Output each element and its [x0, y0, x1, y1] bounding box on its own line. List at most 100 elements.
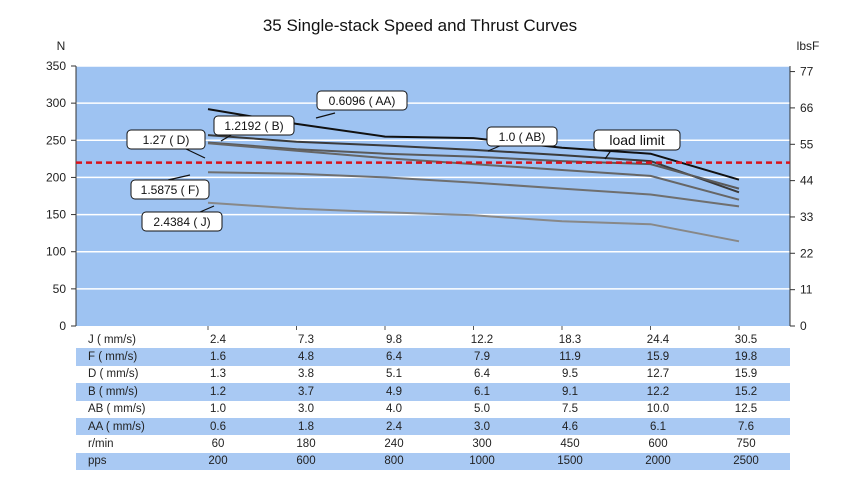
y-left-tick-label: 250 [46, 133, 66, 147]
speed-thrust-chart: 35 Single-stack Speed and Thrust Curves N… [46, 16, 820, 330]
y-axis-left-label: N [57, 39, 66, 53]
table-cell: 240 [384, 438, 404, 451]
load-limit-label: load limit [609, 132, 664, 148]
y-left-tick-label: 350 [46, 59, 66, 73]
callout-box-5 [141, 211, 223, 232]
table-cell: 30.5 [734, 333, 758, 346]
callout-label-4: 1.5875 ( F) [141, 183, 200, 197]
table-cell: 5.0 [474, 403, 490, 416]
y-right-tick-label: 11 [800, 283, 813, 297]
callout-label-1: 1.2192 ( B) [224, 119, 283, 133]
table-cell: 4.0 [386, 403, 402, 416]
series-line-0 [207, 108, 740, 181]
table-cell: 2.4 [210, 333, 226, 346]
table-cell: 6.4 [474, 368, 490, 381]
table-row: F ( mm/s) 1.6 4.8 6.4 7.9 11.9 15.9 19.8 [76, 348, 790, 366]
table-cell: 1500 [526, 452, 614, 471]
y-left-tick-label: 200 [46, 170, 66, 184]
table-cell: 1.0 [210, 403, 226, 416]
table-cell: 12.7 [646, 368, 670, 381]
table-cell: 3.0 [298, 403, 314, 416]
table-cell: 1.8 [262, 417, 350, 436]
series-line-4 [207, 171, 740, 208]
callout-box-4 [130, 179, 210, 200]
table-cell: 15.9 [734, 368, 758, 381]
table-cell: 2000 [614, 452, 702, 471]
row-label: AB ( mm/s) [88, 403, 146, 416]
table-cell: 11.9 [526, 348, 614, 366]
table-cell: 9.5 [562, 368, 578, 381]
table-cell: 200 [174, 452, 262, 471]
speed-table: J ( mm/s) 2.4 7.3 9.8 12.2 18.3 24.4 30.5 F ( mm… [76, 331, 790, 471]
callout-label-5: 2.4384 ( J) [153, 215, 210, 229]
row-label: pps [76, 452, 174, 471]
table-cell: 60 [211, 438, 225, 451]
series-line-2 [207, 141, 740, 190]
table-row: D ( mm/s) 1.3 3.8 5.1 6.4 9.5 12.7 15.9 [76, 366, 790, 383]
table-cell: 12.2 [614, 383, 702, 401]
series-line-3 [207, 142, 740, 201]
row-label: D ( mm/s) [88, 368, 139, 381]
table-cell: 3.0 [438, 417, 526, 436]
table-cell: 10.0 [646, 403, 670, 416]
table-cell: 9.1 [526, 383, 614, 401]
table-cell: 3.8 [298, 368, 314, 381]
y-left-tick-label: 100 [46, 245, 66, 259]
table-cell: 0.6 [174, 417, 262, 436]
table-row: J ( mm/s) 2.4 7.3 9.8 12.2 18.3 24.4 30.5 [76, 331, 790, 348]
table-cell: 7.3 [298, 333, 314, 346]
y-left-tick-label: 0 [59, 319, 66, 330]
row-label: F ( mm/s) [76, 348, 174, 366]
table-cell: 4.8 [262, 348, 350, 366]
table-cell: 12.5 [734, 403, 758, 416]
series-line-1 [207, 134, 740, 194]
callout-box-3 [126, 129, 206, 150]
table-cell: 1.3 [210, 368, 226, 381]
y-left-tick-label: 50 [53, 282, 67, 296]
table-cell: 450 [560, 438, 580, 451]
table-row: AB ( mm/s) 1.0 3.0 4.0 5.0 7.5 10.0 12.5 [76, 401, 790, 418]
table-cell: 1.6 [174, 348, 262, 366]
callout-pointer-0 [315, 112, 336, 119]
y-axis-right-label: lbsF [797, 39, 820, 53]
table-cell: 1000 [438, 452, 526, 471]
table-cell: 7.6 [702, 417, 790, 436]
row-label: AA ( mm/s) [76, 417, 174, 436]
table-cell: 9.8 [386, 333, 402, 346]
load-limit-box [593, 129, 681, 151]
table-cell: 18.3 [558, 333, 582, 346]
table-cell: 800 [350, 452, 438, 471]
table-cell: 19.8 [702, 348, 790, 366]
table-cell: 7.5 [562, 403, 578, 416]
callout-box-1 [213, 115, 295, 136]
table-cell: 180 [296, 438, 316, 451]
table-cell: 6.1 [614, 417, 702, 436]
table-cell: 1.2 [174, 383, 262, 401]
table-cell: 2.4 [350, 417, 438, 436]
table-cell: 4.9 [350, 383, 438, 401]
y-left-tick-label: 150 [46, 208, 66, 222]
table-cell: 300 [472, 438, 492, 451]
table-cell: 750 [736, 438, 756, 451]
row-label: J ( mm/s) [88, 333, 136, 346]
table-cell: 600 [648, 438, 668, 451]
callout-box-2 [486, 126, 558, 147]
callout-box-0 [316, 90, 408, 111]
table-cell: 5.1 [386, 368, 402, 381]
table-row: B ( mm/s) 1.2 3.7 4.9 6.1 9.1 12.2 15.2 [76, 383, 790, 401]
y-right-tick-label: 66 [800, 101, 814, 115]
table-cell: 2500 [702, 452, 790, 471]
callout-label-3: 1.27 ( D) [143, 133, 190, 147]
y-right-tick-label: 22 [800, 246, 814, 260]
y-right-tick-label: 77 [800, 65, 814, 79]
callout-pointer-3 [183, 147, 206, 159]
table-cell: 15.9 [614, 348, 702, 366]
callout-pointer-5 [199, 205, 215, 213]
table-cell: 12.2 [470, 333, 494, 346]
table-cell: 24.4 [646, 333, 670, 346]
table-cell: 600 [262, 452, 350, 471]
table-row: AA ( mm/s) 0.6 1.8 2.4 3.0 4.6 6.1 7.6 [76, 417, 790, 436]
callout-label-0: 0.6096 ( AA) [329, 94, 396, 108]
table-cell: 4.6 [526, 417, 614, 436]
y-left-tick-label: 300 [46, 96, 66, 110]
